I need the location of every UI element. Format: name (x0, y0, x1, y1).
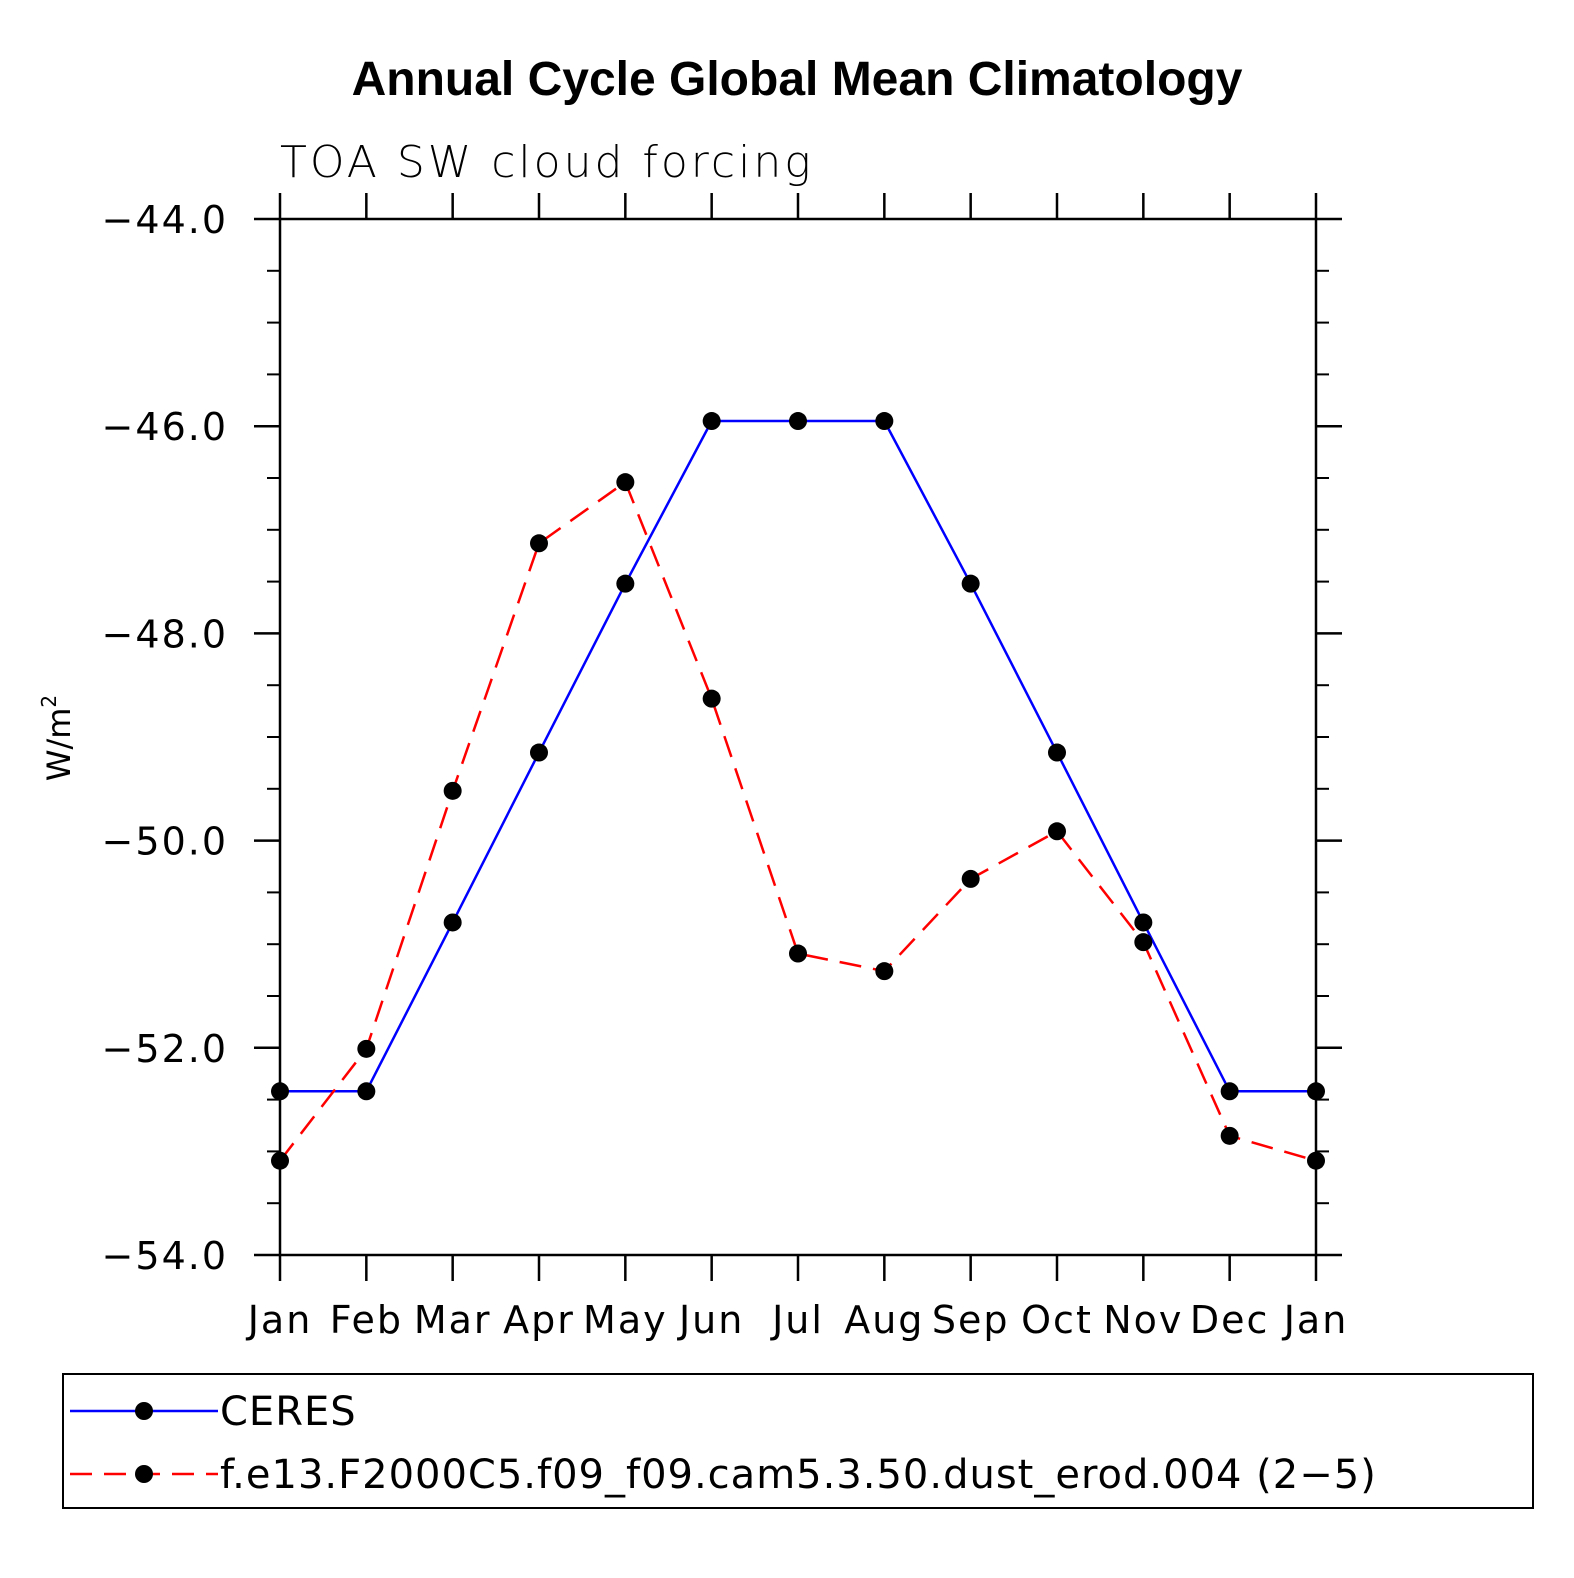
legend-marker (135, 1465, 153, 1483)
plot-frame (278, 217, 1318, 1257)
data-point (357, 1082, 376, 1101)
data-point (875, 962, 894, 981)
series-1 (271, 412, 1325, 1101)
data-point (1220, 1126, 1239, 1145)
data-point (1220, 1082, 1239, 1101)
data-point (1048, 743, 1066, 762)
y-tick-label: −44.0 (102, 198, 228, 242)
y-axis-label: W/m2 (37, 695, 78, 781)
data-point (271, 1151, 289, 1170)
x-tick-label: Apr (503, 1298, 575, 1342)
x-tick-label: Feb (330, 1298, 403, 1342)
data-point (875, 412, 894, 431)
y-axis-label-superscript: 2 (37, 695, 61, 708)
x-tick-label: Sep (932, 1298, 1010, 1342)
y-tick-label: −52.0 (102, 1027, 228, 1071)
legend: CERES f.e13.F2000C5.f09_f09.cam5.3.50.dus… (62, 1373, 1534, 1509)
legend-box (62, 1373, 1534, 1509)
data-point (1307, 1082, 1325, 1101)
y-tick-label: −54.0 (102, 1234, 228, 1278)
x-tick-label: Dec (1190, 1298, 1270, 1342)
data-point (616, 473, 635, 492)
x-tick-label: Aug (844, 1298, 924, 1342)
legend-label: CERES (220, 1389, 357, 1435)
svg-text:W/m2: W/m2 (37, 695, 78, 781)
data-point (702, 689, 721, 708)
y-axis-label-text: W/m (40, 708, 78, 782)
legend-marker (135, 1402, 153, 1420)
data-point (1307, 1151, 1325, 1170)
data-point (789, 944, 807, 963)
x-tick-label: Mar (414, 1298, 492, 1342)
data-point (616, 574, 635, 593)
y-tick-label: −48.0 (102, 612, 228, 656)
series-line (280, 419, 1316, 1093)
data-point (961, 574, 980, 593)
data-point (1134, 933, 1153, 952)
x-tick-label: Jan (1282, 1298, 1349, 1342)
data-point (961, 869, 980, 888)
y-tick-label: −50.0 (102, 820, 228, 864)
data-point (789, 412, 807, 431)
x-tick-label: Oct (1021, 1298, 1093, 1342)
series-layer (271, 412, 1325, 1170)
chart-subtitle: TOA SW cloud forcing (280, 137, 814, 188)
x-tick-label: May (583, 1298, 668, 1342)
x-tick-label: Jun (677, 1298, 744, 1342)
series-line (279, 480, 1317, 1162)
legend-label: f.e13.F2000C5.f09_f09.cam5.3.50.dust_ero… (220, 1452, 1377, 1498)
x-tick-label: Nov (1103, 1298, 1183, 1342)
data-point (1134, 913, 1153, 932)
data-point (357, 1039, 376, 1058)
series-2 (271, 473, 1325, 1170)
data-point (530, 743, 548, 762)
data-point (530, 534, 548, 553)
data-point (702, 412, 721, 431)
data-point (443, 781, 462, 800)
x-tick-label: Jan (246, 1298, 313, 1342)
chart-title: Annual Cycle Global Mean Climatology (352, 53, 1243, 106)
data-point (1048, 822, 1066, 841)
x-tick-label: Jul (770, 1298, 824, 1342)
data-point (443, 913, 462, 932)
data-point (271, 1082, 289, 1101)
y-tick-label: −46.0 (102, 405, 228, 449)
axes: Jan Feb Mar Apr May Jun Jul Aug Sep Oct Nov Dec Jan−… (102, 193, 1349, 1342)
